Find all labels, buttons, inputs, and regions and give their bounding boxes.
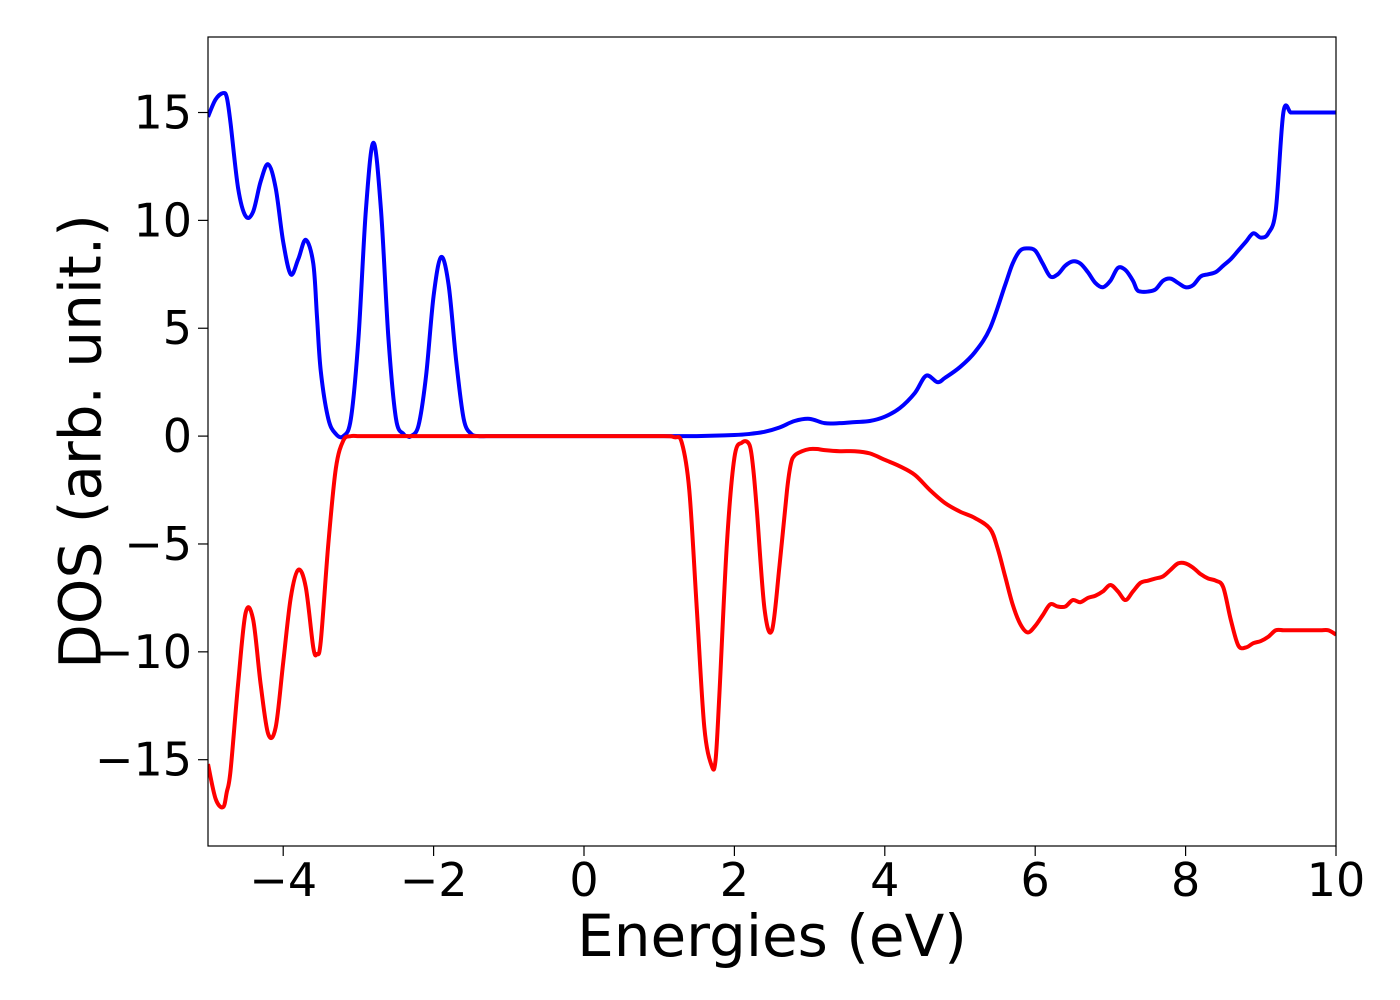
x-axis: −4 −2 0 2 4 6 8 10 (249, 846, 1365, 907)
x-tick-label: −4 (249, 853, 317, 907)
x-tick-label: 10 (1307, 853, 1366, 907)
x-tick-label: 0 (569, 853, 598, 907)
y-tick-label: −15 (95, 733, 192, 787)
y-axis: 15 10 5 0 −5 −10 −15 (95, 86, 208, 787)
x-tick-label: 6 (1021, 853, 1050, 907)
y-tick-label: 15 (133, 86, 192, 140)
x-tick-label: 8 (1171, 853, 1200, 907)
x-tick-label: 2 (720, 853, 749, 907)
x-tick-label: 4 (870, 853, 899, 907)
x-axis-title: Energies (eV) (577, 902, 967, 970)
y-axis-title: DOS (arb. unit.) (46, 214, 114, 669)
y-tick-label: −5 (124, 517, 192, 571)
y-tick-label: 5 (163, 301, 192, 355)
series-line-spin-down (208, 433, 1336, 810)
x-tick-label: −2 (400, 853, 468, 907)
y-tick-label: 0 (163, 409, 192, 463)
series-layer (208, 90, 1336, 810)
y-tick-label: −10 (95, 625, 192, 679)
series-line-spin-up (208, 90, 1336, 440)
y-tick-label: 10 (133, 193, 192, 247)
plot-frame (207, 36, 1337, 847)
